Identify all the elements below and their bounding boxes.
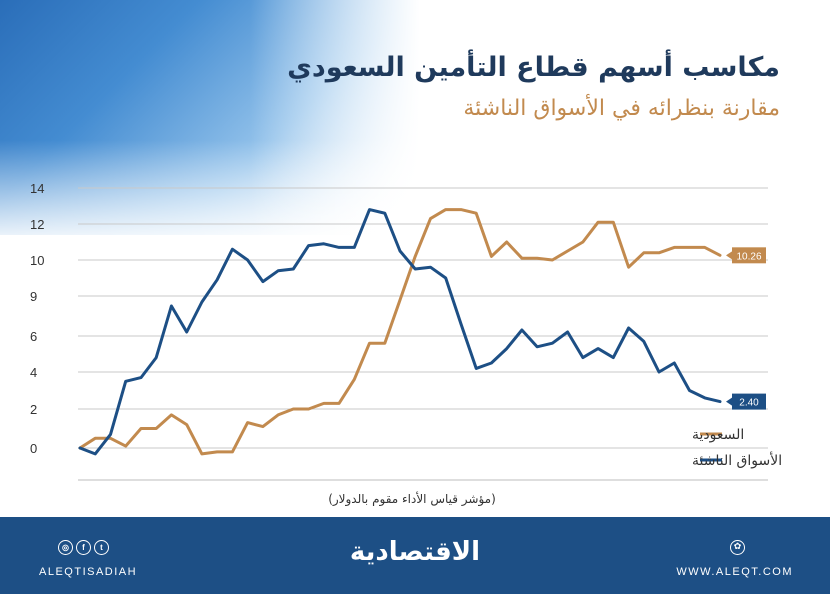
series-line-emerging xyxy=(78,208,722,456)
end-value-pointer xyxy=(726,397,732,406)
chart-title: مكاسب أسهم قطاع التأمين السعودي xyxy=(287,52,780,83)
y-tick-label: 4 xyxy=(30,365,37,380)
y-tick-label: 6 xyxy=(30,329,37,344)
footer-bar xyxy=(0,517,830,594)
social-handle[interactable]: ALEQTISADIAH xyxy=(39,566,138,578)
end-value-box xyxy=(732,393,766,410)
legend-label: الأسواق الناشئة xyxy=(692,451,782,469)
website-link[interactable]: WWW.ALEQT.COM xyxy=(676,566,793,578)
y-tick-label: 12 xyxy=(30,217,44,232)
instagram-icon[interactable]: ◎ xyxy=(58,540,73,555)
line-chart: 0 2 4 6 9 10 12 14 10.26 2.40 السعودية الأسواق النا… xyxy=(30,181,782,507)
end-value-box xyxy=(732,247,766,264)
end-value-label: 10.26 xyxy=(736,251,761,262)
series-line-saudi xyxy=(78,208,722,456)
hero-fade-right xyxy=(250,0,450,240)
y-tick-label: 10 xyxy=(30,253,44,268)
y-tick-label: 9 xyxy=(30,289,37,304)
end-value-label: 2.40 xyxy=(739,398,759,409)
brand-logo: الاقتصادية xyxy=(349,537,481,567)
y-tick-label: 2 xyxy=(30,402,37,417)
social-icons: ◎ f t xyxy=(58,540,109,555)
chart-subtitle: مقارنة بنظرائه في الأسواق الناشئة xyxy=(463,96,780,121)
x-axis-note: (مؤشر قياس الأداء مقوم بالدولار) xyxy=(328,491,496,507)
y-tick-label: 0 xyxy=(30,441,37,456)
twitter-icon[interactable]: t xyxy=(94,540,109,555)
facebook-icon[interactable]: f xyxy=(76,540,91,555)
globe-icon: ✿ xyxy=(730,540,745,555)
y-tick-label: 14 xyxy=(30,181,44,196)
end-value-pointer xyxy=(726,251,732,260)
legend-label: السعودية xyxy=(692,427,744,443)
